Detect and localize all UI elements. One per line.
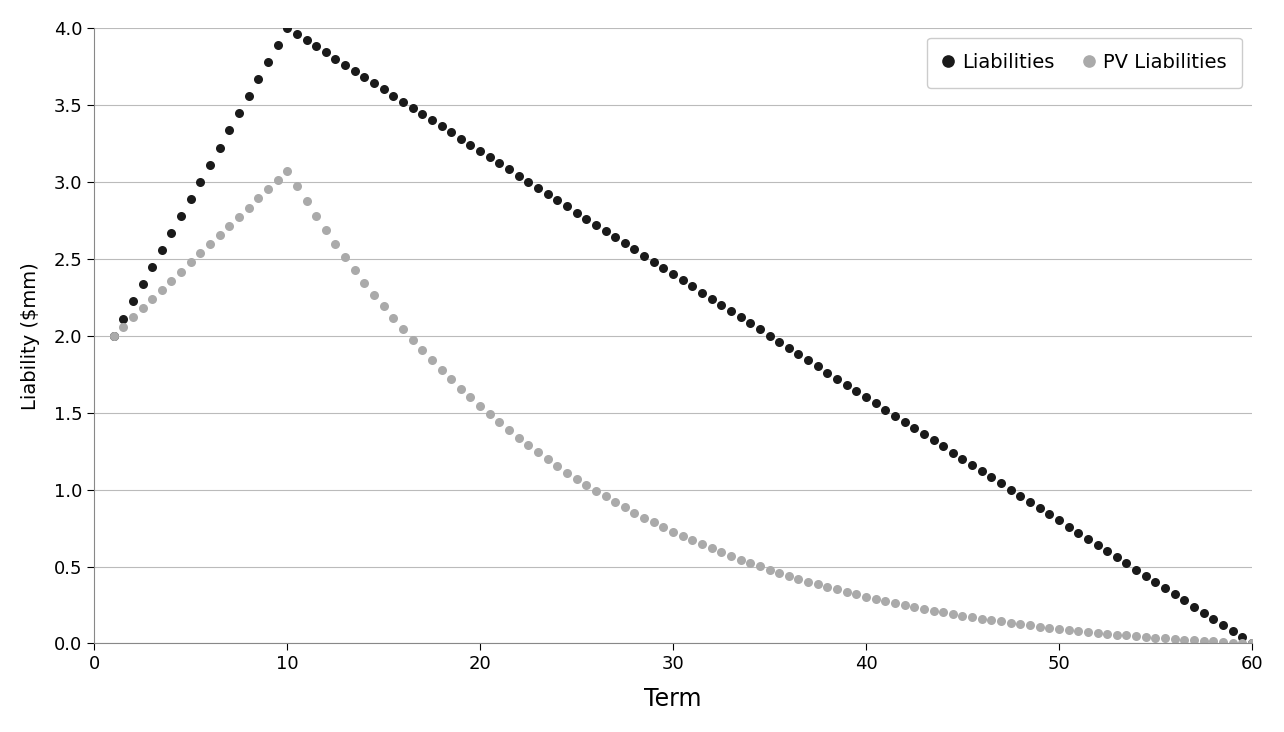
PV Liabilities (945, 610, 960, 619)
PV Liabilities (781, 572, 796, 580)
PV Liabilities (280, 167, 295, 176)
Liabilities (347, 67, 362, 75)
Legend: Liabilities, PV Liabilities: Liabilities, PV Liabilities (927, 37, 1242, 88)
Liabilities (781, 343, 796, 352)
Liabilities (1244, 639, 1260, 648)
Liabilities (280, 23, 295, 32)
PV Liabilities (473, 402, 488, 411)
Line: PV Liabilities: PV Liabilities (109, 166, 1256, 648)
Liabilities (473, 146, 488, 155)
PV Liabilities (1244, 639, 1260, 648)
Liabilities (1032, 504, 1048, 512)
Y-axis label: Liability ($mm): Liability ($mm) (21, 262, 40, 409)
PV Liabilities (347, 266, 362, 274)
Line: Liabilities: Liabilities (109, 23, 1256, 648)
Liabilities (945, 448, 960, 457)
Liabilities (1090, 540, 1106, 549)
PV Liabilities (1090, 628, 1106, 637)
Liabilities (105, 332, 121, 340)
PV Liabilities (105, 332, 121, 340)
PV Liabilities (1032, 622, 1048, 631)
X-axis label: Term: Term (645, 687, 702, 712)
